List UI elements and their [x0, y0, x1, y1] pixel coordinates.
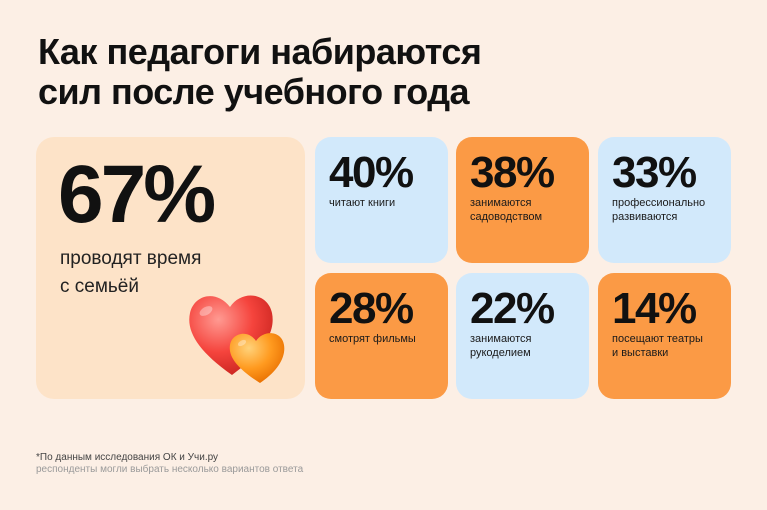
main-stat-description: проводят время с семьёй [60, 245, 280, 301]
stat-desc-line-1: профессионально [612, 197, 706, 209]
title-line-1: Как педагоги набираются [38, 31, 482, 72]
stat-desc-line-2: развиваются [612, 211, 678, 223]
stat-percent: 40% [329, 148, 414, 197]
stat-desc-line-2: и выставки [612, 347, 669, 359]
main-stat-desc-line-1: проводят время [60, 248, 202, 269]
stat-card-movies: 28% смотрят фильмы [315, 273, 448, 399]
stat-description: профессионально развиваются [612, 196, 727, 224]
stat-description: посещают театры и выставки [612, 332, 727, 360]
main-stat-card: 67% проводят время с семьёй [36, 137, 305, 399]
page-title: Как педагоги набираются сил после учебно… [38, 31, 482, 112]
stat-desc-line-1: читают книги [329, 197, 396, 209]
stat-card-theaters: 14% посещают театры и выставки [598, 273, 731, 399]
stat-percent: 33% [612, 148, 697, 197]
stat-card-professional-development: 33% профессионально развиваются [598, 137, 731, 263]
stat-percent: 38% [470, 148, 555, 197]
footnote-source: *По данным исследования ОК и Учи.ру [36, 452, 219, 463]
stat-desc-line-1: занимаются [470, 197, 532, 209]
stat-card-handicraft: 22% занимаются рукоделием [456, 273, 589, 399]
stat-desc-line-2: рукоделием [470, 347, 531, 359]
footnote-note: респонденты могли выбрать несколько вари… [36, 464, 304, 475]
stat-card-books: 40% читают книги [315, 137, 448, 263]
stat-percent: 14% [612, 284, 697, 333]
footnote: *По данным исследования ОК и Учи.ру респ… [36, 452, 303, 476]
stat-desc-line-1: смотрят фильмы [329, 333, 416, 345]
stat-description: занимаются садоводством [470, 196, 585, 224]
stat-description: смотрят фильмы [329, 332, 444, 346]
stat-desc-line-1: посещают театры [612, 333, 703, 345]
stat-description: читают книги [329, 196, 444, 210]
stat-desc-line-2: садоводством [470, 211, 543, 223]
stat-card-gardening: 38% занимаются садоводством [456, 137, 589, 263]
main-stat-percent: 67% [58, 149, 216, 240]
stat-desc-line-1: занимаются [470, 333, 532, 345]
stat-percent: 28% [329, 284, 414, 333]
stat-percent: 22% [470, 284, 555, 333]
main-stat-desc-line-2: с семьёй [60, 276, 139, 297]
title-line-2: сил после учебного года [38, 71, 470, 112]
stat-description: занимаются рукоделием [470, 332, 585, 360]
hearts-icon [189, 295, 285, 383]
